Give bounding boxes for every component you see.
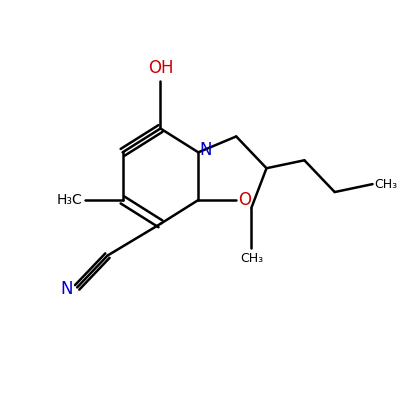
Text: OH: OH [148,59,173,77]
Text: N: N [61,280,73,298]
Text: O: O [238,191,251,209]
Text: H₃C: H₃C [57,193,83,207]
Text: CH₃: CH₃ [374,178,398,191]
Text: CH₃: CH₃ [240,252,263,265]
Text: N: N [200,141,212,159]
